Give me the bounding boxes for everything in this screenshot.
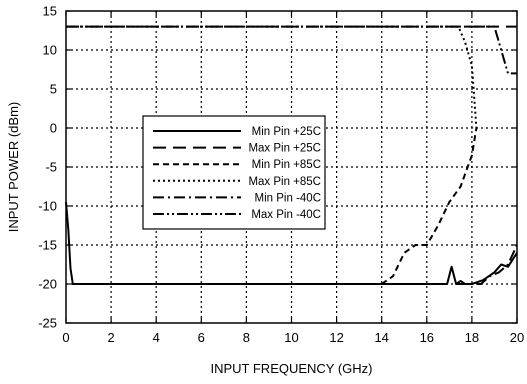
- x-tick-label: 12: [329, 330, 343, 345]
- series-lines: [65, 25, 518, 285]
- x-tick-label: 8: [243, 330, 250, 345]
- ticks: [65, 10, 518, 324]
- y-tick-label: 15: [43, 4, 57, 19]
- legend-label: Max Pin +85C: [248, 176, 321, 188]
- legend-box: [142, 115, 326, 230]
- y-tick-label: -25: [38, 316, 57, 331]
- series-line-min-pin-85c: [381, 127, 478, 285]
- y-tick-label: 0: [50, 121, 57, 136]
- y-tick-labels: 15 10 5 0 -5 -10 -15 -20 -25: [38, 4, 57, 331]
- legend-label: Max Pin -40C: [251, 209, 321, 221]
- y-tick-label: 10: [43, 43, 57, 58]
- y-tick-label: -5: [45, 160, 57, 175]
- legend-label: Min Pin +25C: [252, 126, 321, 138]
- x-tick-label: 18: [465, 330, 479, 345]
- x-tick-label: 6: [198, 330, 205, 345]
- series-line-min-pin-40c: [456, 244, 518, 285]
- x-tick-label: 0: [62, 330, 69, 345]
- x-tick-labels: 0 2 4 6 8 10 12 14 16 18 20: [62, 330, 524, 345]
- x-tick-label: 2: [107, 330, 114, 345]
- legend-label: Min Pin -40C: [255, 192, 321, 204]
- y-tick-label: 5: [50, 82, 57, 97]
- x-tick-label: 10: [284, 330, 298, 345]
- x-tick-label: 14: [374, 330, 388, 345]
- y-tick-label: -20: [38, 277, 57, 292]
- legend: Min Pin +25C Max Pin +25C Min Pin +85C Max …: [142, 115, 326, 230]
- y-tick-label: -15: [38, 238, 57, 253]
- x-axis-title: INPUT FREQUENCY (GHz): [210, 361, 372, 376]
- y-tick-label: -10: [38, 199, 57, 214]
- y-axis-title: INPUT POWER (dBm): [6, 102, 21, 233]
- x-tick-label: 20: [510, 330, 524, 345]
- legend-label: Max Pin +25C: [248, 143, 321, 155]
- x-tick-label: 16: [420, 330, 434, 345]
- x-tick-label: 4: [153, 330, 160, 345]
- legend-label: Min Pin +85C: [252, 159, 321, 171]
